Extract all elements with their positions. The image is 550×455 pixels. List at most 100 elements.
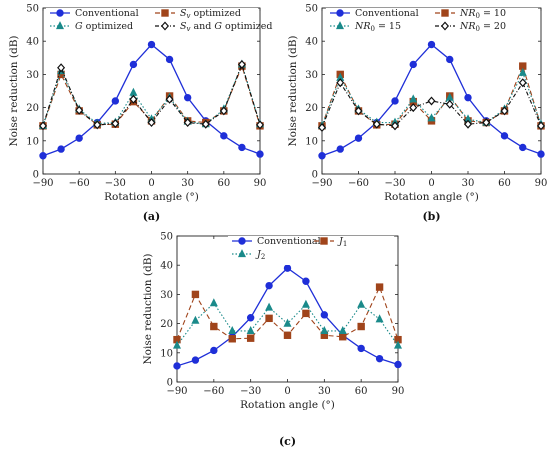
x-tick-label: 0 [428, 178, 434, 189]
x-tick-label: −60 [348, 178, 369, 189]
legend-item: J1 [314, 236, 347, 248]
data-point [354, 134, 363, 142]
legend-item: NR0 = 15 [330, 21, 401, 33]
data-point [445, 99, 454, 109]
data-point [238, 143, 246, 152]
data-point [246, 314, 255, 322]
legend-label: NR0 = 20 [459, 21, 506, 33]
legend: Conventional J1 J2 [228, 236, 394, 265]
legend-label: J1 [337, 236, 347, 248]
data-point [210, 346, 218, 355]
y-tick-label: 30 [305, 70, 318, 81]
data-point [255, 120, 265, 130]
data-point [210, 322, 218, 331]
data-point [537, 150, 545, 158]
data-point [93, 120, 102, 130]
data-point [75, 134, 83, 142]
y-axis-label: Noise reduction (dB) [8, 35, 20, 146]
y-tick-label: 0 [312, 170, 318, 181]
legend-label: Sv and G optimized [180, 21, 272, 33]
data-point [372, 119, 381, 129]
x-axis-label: Rotation angle (°) [240, 399, 335, 411]
data-point [265, 302, 274, 311]
data-point [172, 340, 182, 349]
series-4 [38, 59, 265, 131]
x-tick-label: −90 [166, 386, 187, 397]
legend-marker [238, 237, 246, 245]
data-point [375, 354, 384, 363]
legend-box [326, 8, 538, 37]
legend-marker [55, 21, 65, 30]
data-point [283, 264, 292, 272]
data-point [165, 94, 174, 104]
y-tick-label: 50 [26, 4, 39, 15]
data-point [256, 150, 264, 158]
y-tick-label: 0 [167, 378, 173, 389]
data-point [427, 40, 436, 49]
y-axis-label: Noise reduction (dB) [287, 35, 299, 146]
y-axis-label: Noise reduction (dB) [142, 253, 154, 364]
data-point [463, 119, 473, 129]
data-point [246, 325, 255, 334]
data-point [265, 281, 273, 290]
data-point [339, 333, 347, 341]
legend-item: NR0 = 10 [435, 8, 506, 20]
x-tick-label: −60 [69, 178, 90, 189]
legend-marker [160, 21, 170, 31]
data-point [446, 55, 454, 64]
panel-label: (c) [279, 435, 296, 448]
data-point [57, 145, 65, 153]
data-point [173, 362, 181, 370]
y-tick-label: 20 [160, 319, 173, 330]
legend-marker [56, 9, 64, 17]
chart-panel-3: 0 10 20 30 40 50 −90 −60 −30 0 30 60 90 Rotation angl… [142, 232, 404, 449]
legend-label: NR0 = 15 [354, 21, 401, 33]
data-point [317, 123, 327, 133]
x-axis-label: Rotation angle (°) [384, 191, 479, 203]
x-tick-label: 60 [217, 178, 230, 189]
x-tick-label: −90 [32, 178, 53, 189]
x-tick-label: 60 [498, 178, 511, 189]
data-point [75, 105, 84, 115]
data-point [228, 335, 236, 343]
legend-item: Conventional [232, 236, 321, 247]
data-point [302, 309, 310, 318]
legend-box [228, 236, 394, 265]
legend-label: Conventional [355, 8, 419, 19]
y-tick-label: 50 [160, 232, 173, 243]
legend-item: Conventional [330, 8, 419, 19]
legend-label: Sv optimized [180, 8, 241, 20]
data-point [357, 322, 365, 331]
legend-marker [320, 237, 328, 245]
x-tick-label: −30 [384, 178, 405, 189]
legend-label: G optimized [75, 21, 133, 32]
legend-label: Conventional [257, 236, 321, 247]
data-point [209, 298, 218, 307]
data-point [409, 60, 417, 69]
legend-marker [336, 9, 344, 17]
legend-item: Sv and G optimized [155, 21, 272, 33]
chart-panel-2: 0 10 20 30 40 50 −90 −60 −30 0 30 60 90 Rotation angl… [287, 4, 547, 224]
data-point [219, 106, 228, 116]
panel-label: (a) [143, 210, 161, 223]
legend: Conventional NR0 = 10 NR0 = 15 NR0 = 20 [326, 8, 538, 37]
x-tick-label: 90 [254, 178, 267, 189]
x-tick-label: 30 [318, 386, 331, 397]
data-point [147, 40, 156, 49]
data-point [482, 118, 491, 128]
x-tick-label: −90 [311, 178, 332, 189]
data-point [191, 315, 200, 324]
data-point [354, 106, 363, 116]
x-tick-label: 90 [392, 386, 405, 397]
data-point [500, 132, 509, 140]
data-point [301, 299, 310, 308]
legend-box [46, 8, 258, 37]
data-point [518, 78, 527, 88]
legend-label: J2 [255, 249, 265, 261]
data-point [394, 360, 402, 369]
data-point [318, 152, 326, 160]
data-point [320, 325, 329, 334]
data-point [129, 60, 138, 69]
data-point [518, 67, 527, 76]
